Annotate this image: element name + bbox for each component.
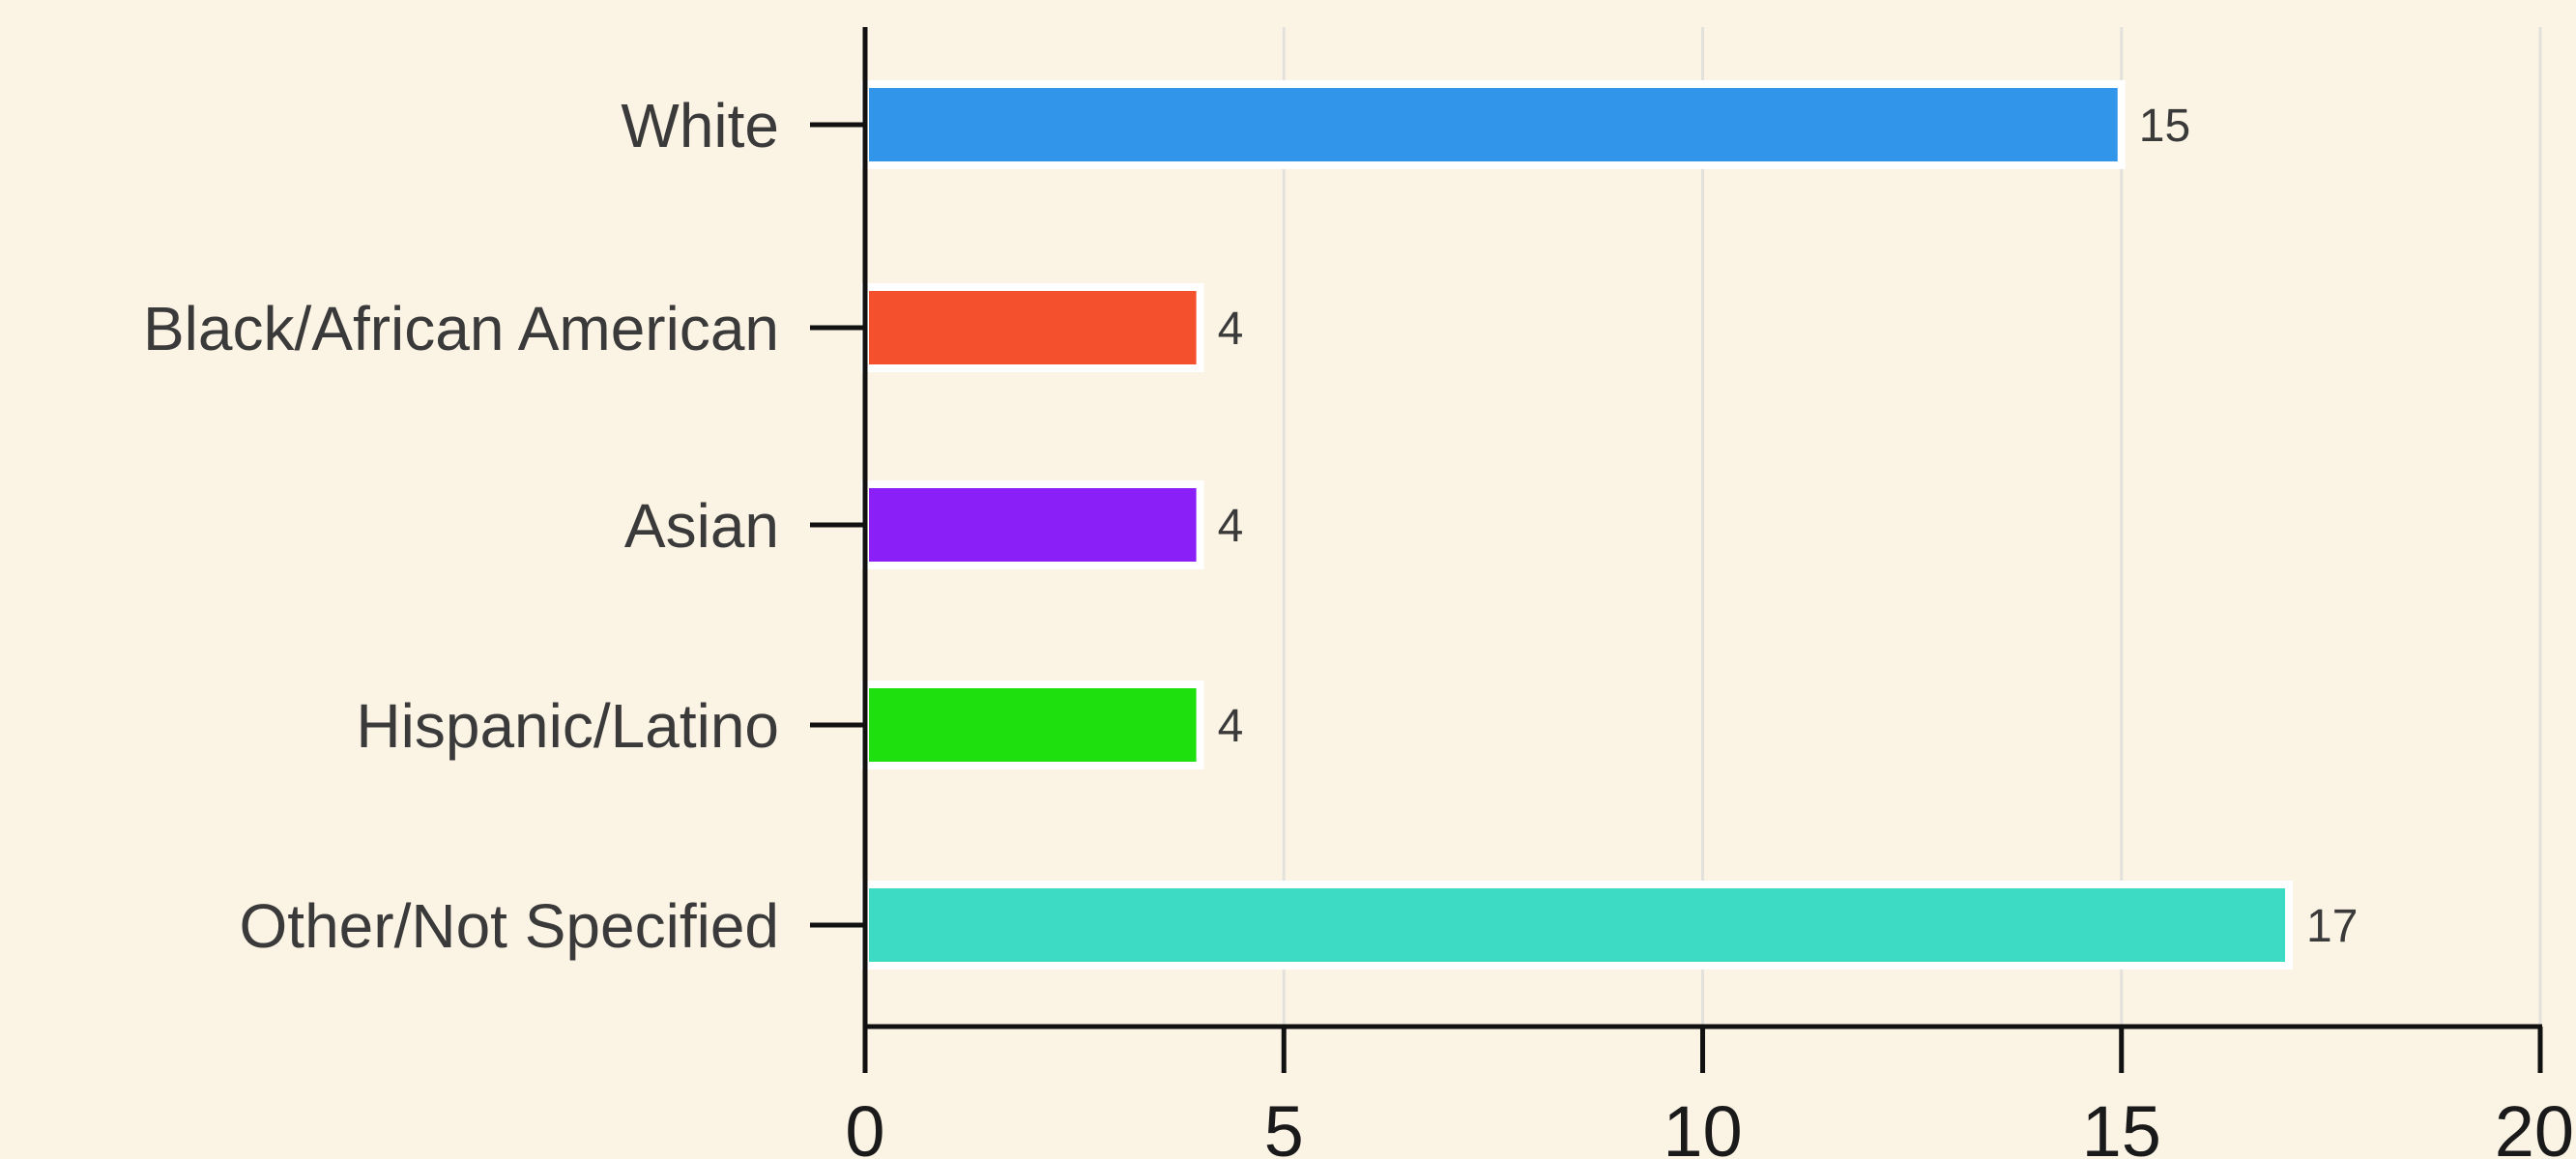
bar-0	[861, 80, 2126, 169]
bar-1	[861, 283, 1204, 372]
category-label-3: Hispanic/Latino	[356, 691, 779, 761]
bar-2	[861, 480, 1204, 569]
category-label-1: Black/African American	[143, 294, 779, 363]
data-label-2: 4	[1218, 501, 1244, 552]
category-label-4: Other/Not Specified	[240, 891, 780, 961]
bar-4	[861, 881, 2294, 970]
x-tick-label-0: 0	[845, 1091, 884, 1159]
category-label-0: White	[621, 91, 779, 160]
x-tick-label-4: 20	[2495, 1091, 2574, 1159]
x-tick-label-2: 10	[1663, 1091, 1742, 1159]
labels: 15 White 4 Black/African American 4 Asian 4 His…	[143, 91, 2574, 1159]
x-tick-label-1: 5	[1264, 1091, 1304, 1159]
x-tick-label-3: 15	[2082, 1091, 2161, 1159]
data-label-3: 4	[1218, 701, 1244, 752]
data-label-0: 15	[2139, 101, 2190, 152]
bar-3	[861, 681, 1204, 769]
data-label-1: 4	[1218, 304, 1244, 355]
axes	[810, 27, 2543, 1073]
category-label-2: Asian	[624, 491, 779, 561]
grid-lines	[1282, 27, 2542, 1027]
data-label-4: 17	[2306, 901, 2358, 952]
